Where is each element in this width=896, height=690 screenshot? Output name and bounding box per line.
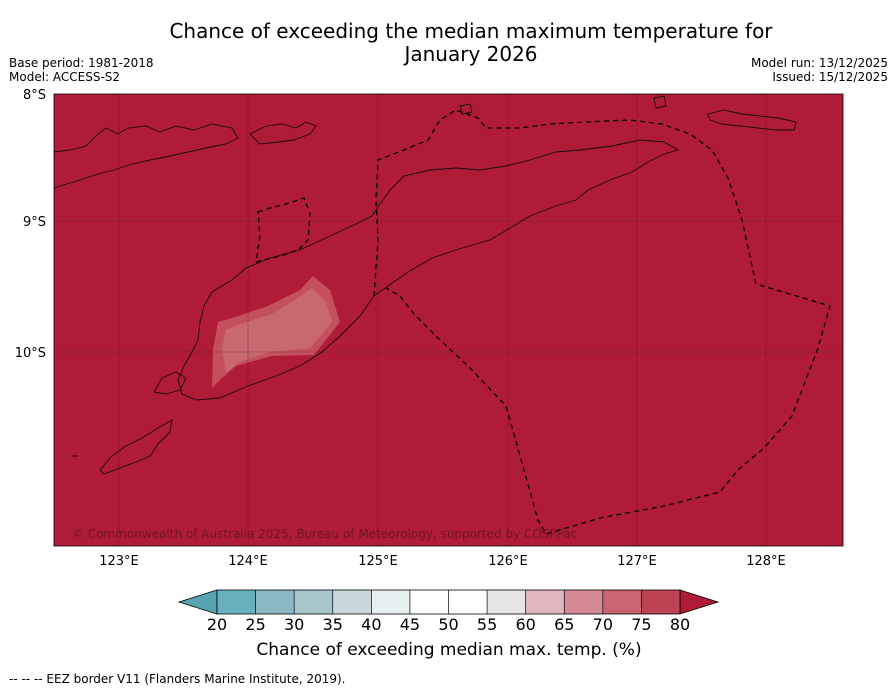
- colorbar-swatch: [217, 590, 256, 614]
- map-background: [54, 94, 843, 546]
- map-title-line2: January 2026: [404, 42, 538, 66]
- colorbar-tick-label: 25: [245, 615, 265, 634]
- colorbar-swatch: [448, 590, 488, 614]
- coastline-islet-1: [653, 95, 667, 109]
- eez-timor-leste: [373, 109, 831, 535]
- coastline-wetar: [707, 109, 797, 131]
- colorbar-swatch: [332, 590, 372, 614]
- map-panel: [54, 94, 843, 546]
- colorbar-under-arrow: [177, 589, 218, 615]
- issued-date: Issued: 15/12/2025: [772, 70, 888, 84]
- colorbar-tick-label: 40: [361, 615, 381, 634]
- coastline-flores: [54, 123, 239, 189]
- map-frame: [53, 93, 844, 547]
- gridlines: [54, 94, 843, 546]
- coastline-timor: [177, 139, 680, 401]
- lat-label-9s: 9°S: [23, 215, 46, 230]
- colorbar-tick-label: 30: [284, 615, 304, 634]
- model-name: Model: ACCESS-S2: [9, 70, 121, 84]
- colorbar: 20 25 30 35 40 45 50 55 60 65 70 75 80: [177, 589, 720, 634]
- colorbar-swatch: [487, 590, 526, 614]
- meta-right: Model run: 13/12/2025 Issued: 15/12/2025: [751, 56, 888, 84]
- colorbar-tick-label: 45: [400, 615, 420, 634]
- colorbar-tick-label: 65: [554, 615, 574, 634]
- colorbar-swatch: [602, 590, 642, 614]
- base-period: Base period: 1981-2018: [9, 56, 154, 70]
- map-title-line1: Chance of exceeding the median maximum t…: [169, 19, 773, 43]
- lon-label-124e: 124°E: [228, 554, 268, 569]
- coastline-alor: [249, 121, 317, 145]
- map-title: Chance of exceeding the median maximum t…: [70, 20, 872, 66]
- colorbar-outline: [216, 589, 681, 615]
- colorbar-label: Chance of exceeding median max. temp. (%…: [256, 640, 642, 660]
- model-run: Model run: 13/12/2025: [750, 56, 888, 70]
- colorbar-swatch: [371, 590, 410, 614]
- colorbar-tick-label: 55: [477, 615, 497, 634]
- colorbar-tick-label: 60: [515, 615, 535, 634]
- lon-label-128e: 128°E: [746, 554, 786, 569]
- meta-left: Base period: 1981-2018 Model: ACCESS-S2: [9, 56, 154, 84]
- colorbar-tick-label: 75: [631, 615, 651, 634]
- coastline-rote: [153, 371, 187, 395]
- colorbar-swatch: [255, 590, 295, 614]
- lat-label-10s: 10°S: [15, 346, 46, 361]
- eez-oecusse: [255, 197, 311, 263]
- lon-label-123e: 123°E: [99, 554, 139, 569]
- colorbar-swatch: [294, 590, 333, 614]
- copyright-watermark: © Commonwealth of Australia 2025, Bureau…: [72, 527, 577, 541]
- eez-footnote: -- -- -- EEZ border V11 (Flanders Marine…: [9, 672, 346, 686]
- colorbar-swatch: [641, 590, 680, 614]
- eez-border: [255, 109, 831, 535]
- lon-label-127e: 127°E: [617, 554, 657, 569]
- colorbar-over-arrow: [679, 589, 720, 615]
- colorbar-tick-label: 80: [670, 615, 690, 634]
- lon-label-125e: 125°E: [358, 554, 398, 569]
- colorbar-swatch: [564, 590, 603, 614]
- lon-label-126e: 126°E: [488, 554, 528, 569]
- colorbar-swatch: [409, 590, 449, 614]
- probability-patch-60-70: [222, 288, 332, 372]
- colorbar-tick-label: 35: [323, 615, 343, 634]
- lat-label-8s: 8°S: [23, 88, 46, 103]
- colorbar-tick-label: 50: [438, 615, 458, 634]
- coastline-sawu: [99, 419, 173, 475]
- colorbar-tick-label: 20: [207, 615, 227, 634]
- colorbar-swatch: [525, 590, 565, 614]
- colorbar-tick-label: 70: [593, 615, 613, 634]
